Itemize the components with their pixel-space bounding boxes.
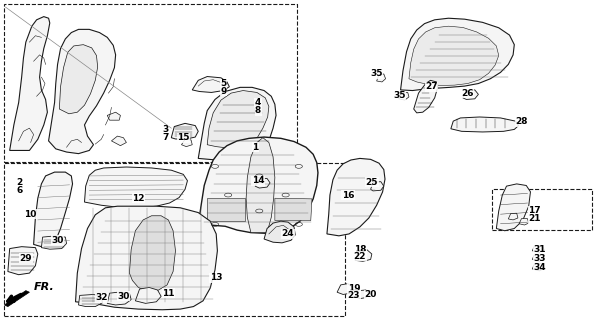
Text: 9: 9 [220,87,227,96]
Text: 28: 28 [515,117,528,126]
Polygon shape [532,254,544,261]
Polygon shape [34,172,73,247]
Polygon shape [451,117,518,132]
Polygon shape [273,142,288,150]
Text: 10: 10 [25,210,37,219]
Text: 1: 1 [252,143,258,152]
Polygon shape [136,287,161,303]
Polygon shape [532,264,544,271]
Polygon shape [409,26,499,85]
Text: 14: 14 [252,176,265,185]
Text: 24: 24 [282,229,295,238]
Text: FR.: FR. [34,282,55,292]
Text: 25: 25 [365,178,378,187]
Text: 13: 13 [210,273,223,282]
Polygon shape [263,154,281,162]
Text: 6: 6 [17,186,23,195]
Text: 11: 11 [162,289,175,298]
Polygon shape [255,179,270,188]
Polygon shape [112,136,127,146]
Text: 30: 30 [117,292,130,301]
Text: 22: 22 [353,252,366,261]
Text: 8: 8 [255,106,261,115]
Polygon shape [246,138,275,233]
Polygon shape [414,80,437,113]
Text: 2: 2 [17,178,23,187]
Polygon shape [327,158,385,236]
Bar [4,163,345,316]
Polygon shape [371,182,384,191]
Polygon shape [107,292,131,305]
Text: 32: 32 [95,293,107,302]
Polygon shape [337,284,353,294]
Text: 18: 18 [353,245,366,254]
Polygon shape [377,74,386,82]
Polygon shape [41,236,67,249]
Text: 17: 17 [529,206,541,215]
Polygon shape [508,213,518,220]
Text: 21: 21 [529,214,541,223]
Text: 27: 27 [425,82,438,91]
Text: 26: 26 [461,89,474,98]
Bar [4,4,297,162]
Polygon shape [264,221,295,243]
Polygon shape [532,245,544,252]
Polygon shape [171,123,198,139]
Text: 23: 23 [347,291,360,300]
Polygon shape [10,17,50,150]
Polygon shape [130,216,175,291]
Polygon shape [85,167,187,208]
Polygon shape [76,206,217,310]
Polygon shape [207,198,245,220]
Text: 4: 4 [255,98,261,107]
Text: 34: 34 [533,263,546,272]
Polygon shape [79,294,103,307]
Polygon shape [59,45,98,114]
Text: 5: 5 [220,79,227,88]
Text: 33: 33 [533,254,545,263]
Text: 12: 12 [132,194,145,203]
Bar [491,189,592,230]
Text: 3: 3 [162,125,169,134]
Polygon shape [399,92,409,100]
Polygon shape [198,87,276,161]
Polygon shape [355,250,372,261]
Polygon shape [49,29,116,154]
Polygon shape [207,91,269,148]
Polygon shape [463,90,478,100]
Polygon shape [8,247,38,275]
Text: 15: 15 [177,133,190,142]
Text: 31: 31 [533,245,545,254]
Text: 7: 7 [162,132,169,141]
Polygon shape [181,139,192,147]
Polygon shape [275,198,312,220]
Polygon shape [198,137,318,233]
Text: 20: 20 [364,290,377,299]
Polygon shape [355,290,369,299]
Text: 19: 19 [347,284,360,292]
Text: 35: 35 [370,69,383,78]
Text: 35: 35 [393,91,406,100]
Polygon shape [192,76,229,92]
Polygon shape [401,18,514,91]
Polygon shape [107,112,121,120]
Text: 30: 30 [52,236,64,245]
Polygon shape [496,184,530,231]
Text: 16: 16 [341,190,354,200]
Polygon shape [519,219,529,225]
Polygon shape [4,291,29,307]
Text: 29: 29 [20,254,32,263]
